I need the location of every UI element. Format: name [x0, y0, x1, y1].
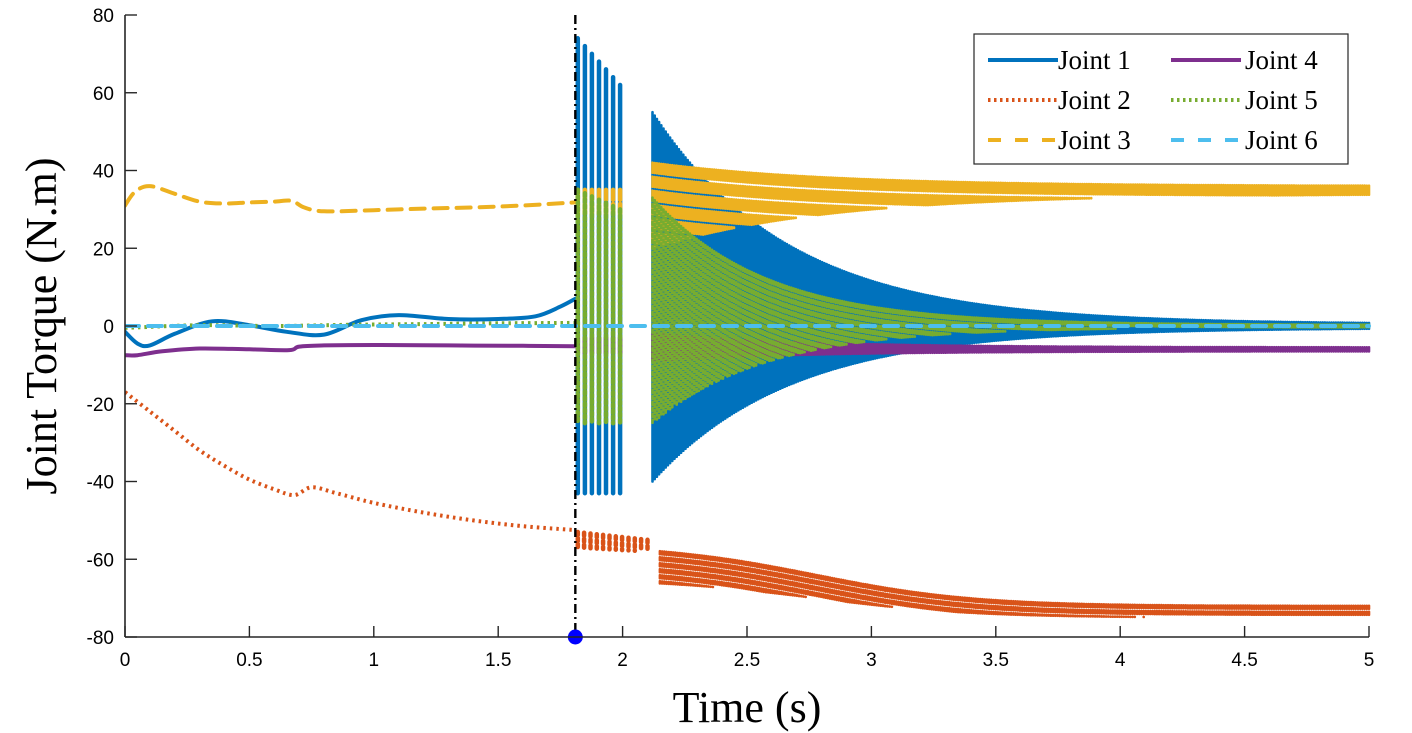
series-oscillation — [658, 549, 1371, 619]
legend-label: Joint 3 — [1058, 125, 1131, 155]
series-layer — [125, 36, 1371, 619]
legend-item: Joint 4 — [1171, 45, 1318, 75]
y-ticks: 80 60 40 20 0 -20 -40 -60 -80 — [87, 6, 137, 649]
y-tick-label: 20 — [93, 239, 114, 260]
legend-label: Joint 6 — [1245, 125, 1318, 155]
y-axis-title: Joint Torque (N.m) — [17, 157, 66, 494]
legend-item: Joint 2 — [988, 85, 1131, 115]
x-tick-label: 2 — [617, 650, 628, 671]
legend-label: Joint 2 — [1058, 85, 1131, 115]
series-line — [125, 390, 576, 533]
legend-item: Joint 6 — [1171, 125, 1318, 155]
x-tick-label: 1 — [369, 650, 380, 671]
legend-label: Joint 4 — [1245, 45, 1318, 75]
x-tick-label: 2.5 — [734, 650, 760, 671]
legend-item: Joint 5 — [1171, 85, 1318, 115]
x-tick-label: 0.5 — [236, 650, 262, 671]
y-tick-label: -60 — [87, 550, 114, 571]
x-ticks: 0 0.5 1 1.5 2 2.5 3 3.5 4 4.5 5 — [120, 626, 1375, 671]
y-tick-label: 60 — [93, 84, 114, 105]
legend-item: Joint 1 — [988, 45, 1131, 75]
y-tick-label: 0 — [103, 317, 114, 338]
series-joint-2 — [125, 390, 1371, 619]
x-tick-label: 3 — [866, 650, 877, 671]
y-tick-label: -20 — [87, 395, 114, 416]
y-tick-label: -80 — [87, 628, 114, 649]
series-oscillation — [575, 187, 623, 426]
x-tick-label: 4.5 — [1231, 650, 1257, 671]
legend-item: Joint 3 — [988, 125, 1131, 155]
y-tick-label: 80 — [93, 6, 114, 27]
x-tick-label: 3.5 — [983, 650, 1009, 671]
legend-label: Joint 1 — [1058, 45, 1131, 75]
y-tick-label: -40 — [87, 473, 114, 494]
series-line — [125, 342, 578, 358]
x-tick-label: 1.5 — [485, 650, 511, 671]
x-tick-label: 4 — [1115, 650, 1126, 671]
series-line — [125, 296, 578, 349]
x-axis-title: Time (s) — [673, 683, 822, 732]
legend-label: Joint 5 — [1245, 85, 1318, 115]
legend: Joint 1 Joint 2 Joint 3 Joint 4 Joint 5 Joint… — [973, 33, 1349, 165]
x-tick-label: 0 — [120, 650, 131, 671]
y-tick-label: 40 — [93, 162, 114, 183]
series-line — [125, 184, 578, 214]
series-oscillation — [575, 529, 650, 554]
x-tick-label: 5 — [1364, 650, 1375, 671]
event-marker — [567, 15, 583, 645]
